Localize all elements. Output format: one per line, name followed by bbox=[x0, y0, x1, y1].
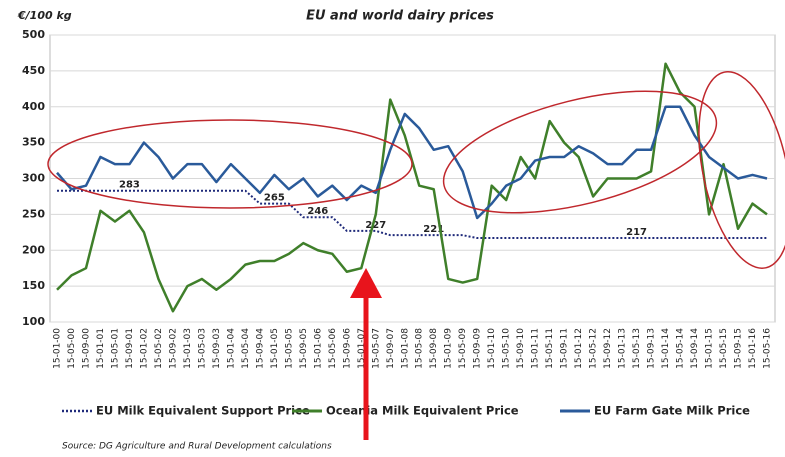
highlight-ellipse bbox=[47, 119, 413, 209]
x-tick-label: 15-01-14 bbox=[661, 328, 671, 369]
x-tick-label: 15-09-02 bbox=[168, 328, 178, 369]
x-tick-label: 15-01-16 bbox=[748, 328, 758, 369]
x-tick-label: 15-05-15 bbox=[719, 328, 729, 369]
x-tick-label: 15-05-04 bbox=[241, 328, 251, 369]
legend-label: EU Farm Gate Milk Price bbox=[594, 404, 750, 418]
y-tick-label: 450 bbox=[22, 64, 45, 77]
highlight-ellipse bbox=[698, 71, 785, 269]
data-label: 217 bbox=[626, 227, 647, 238]
x-tick-label: 15-09-07 bbox=[386, 328, 396, 369]
x-tick-label: 15-09-05 bbox=[299, 328, 309, 369]
source-note: Source: DG Agriculture and Rural Develop… bbox=[62, 442, 332, 452]
x-tick-label: 15-01-11 bbox=[531, 328, 541, 369]
x-tick-label: 15-05-07 bbox=[371, 328, 381, 369]
data-label: 221 bbox=[423, 224, 444, 235]
arrow-head bbox=[350, 268, 382, 298]
x-tick-label: 15-09-11 bbox=[560, 328, 570, 369]
legend-label: Oceania Milk Equivalent Price bbox=[326, 404, 519, 418]
x-tick-label: 15-05-00 bbox=[67, 328, 77, 369]
x-tick-label: 15-09-15 bbox=[734, 328, 744, 369]
x-tick-label: 15-09-06 bbox=[342, 328, 352, 369]
x-tick-label: 15-09-09 bbox=[473, 328, 483, 369]
x-tick-label: 15-05-05 bbox=[284, 328, 294, 369]
x-tick-label: 15-05-08 bbox=[415, 328, 425, 369]
x-tick-label: 15-01-00 bbox=[53, 328, 63, 369]
x-tick-label: 15-01-13 bbox=[618, 328, 628, 369]
x-tick-label: 15-05-11 bbox=[545, 328, 555, 369]
y-tick-label: 250 bbox=[22, 207, 45, 220]
x-tick-label: 15-05-06 bbox=[328, 328, 338, 369]
x-tick-label: 15-01-15 bbox=[705, 328, 715, 369]
x-tick-label: 15-09-00 bbox=[81, 328, 91, 369]
y-tick-label: 400 bbox=[22, 100, 45, 113]
x-tick-label: 15-09-12 bbox=[603, 328, 613, 369]
highlight-ellipse bbox=[442, 90, 718, 214]
y-tick-label: 150 bbox=[22, 279, 45, 292]
y-axis-label: €/100 kg bbox=[17, 9, 72, 22]
x-tick-label: 15-01-05 bbox=[270, 328, 280, 369]
legend-label: EU Milk Equivalent Support Price bbox=[96, 404, 310, 418]
x-tick-label: 15-05-01 bbox=[110, 328, 120, 369]
chart-title: EU and world dairy prices bbox=[306, 9, 494, 24]
x-tick-label: 15-05-09 bbox=[458, 328, 468, 369]
series-line bbox=[56, 105, 768, 220]
x-tick-label: 15-05-10 bbox=[502, 328, 512, 369]
x-tick-label: 15-09-04 bbox=[255, 328, 265, 369]
x-tick-label: 15-01-07 bbox=[357, 328, 367, 369]
x-tick-label: 15-01-06 bbox=[313, 328, 323, 369]
series-line bbox=[57, 189, 767, 240]
x-tick-label: 15-01-03 bbox=[183, 328, 193, 369]
annotations bbox=[47, 71, 785, 440]
x-tick-label: 15-01-10 bbox=[487, 328, 497, 369]
x-tick-label: 15-09-13 bbox=[647, 328, 657, 369]
x-tick-label: 15-09-03 bbox=[212, 328, 222, 369]
x-tick-label: 15-09-10 bbox=[516, 328, 526, 369]
x-tick-label: 15-05-12 bbox=[589, 328, 599, 369]
x-tick-label: 15-01-02 bbox=[139, 328, 149, 369]
x-tick-label: 15-05-14 bbox=[676, 328, 686, 369]
x-tick-label: 15-01-04 bbox=[226, 328, 236, 369]
x-tick-label: 15-09-01 bbox=[125, 328, 135, 369]
data-label: 283 bbox=[119, 180, 140, 191]
y-tick-label: 350 bbox=[22, 136, 45, 149]
x-tick-label: 15-05-13 bbox=[632, 328, 642, 369]
x-tick-label: 15-01-01 bbox=[96, 328, 106, 369]
x-tick-label: 15-01-08 bbox=[400, 328, 410, 369]
y-tick-label: 200 bbox=[22, 243, 45, 256]
x-tick-label: 15-09-14 bbox=[690, 328, 700, 369]
y-tick-label: 100 bbox=[22, 315, 45, 328]
y-tick-label: 300 bbox=[22, 172, 45, 185]
data-label: 265 bbox=[264, 193, 285, 204]
x-tick-label: 15-09-08 bbox=[429, 328, 439, 369]
plot-area: 100 150 200 250 300 350 400 450 500 15-01-00 15-05… bbox=[22, 28, 776, 418]
x-tick-label: 15-01-09 bbox=[444, 328, 454, 369]
data-label: 227 bbox=[365, 220, 386, 231]
series-line bbox=[56, 62, 768, 313]
x-tick-label: 15-01-12 bbox=[574, 328, 584, 369]
x-tick-label: 15-05-02 bbox=[154, 328, 164, 369]
y-tick-label: 500 bbox=[22, 28, 45, 41]
x-tick-label: 15-05-16 bbox=[763, 328, 773, 369]
data-label: 246 bbox=[307, 206, 328, 217]
x-tick-label: 15-05-03 bbox=[197, 328, 207, 369]
